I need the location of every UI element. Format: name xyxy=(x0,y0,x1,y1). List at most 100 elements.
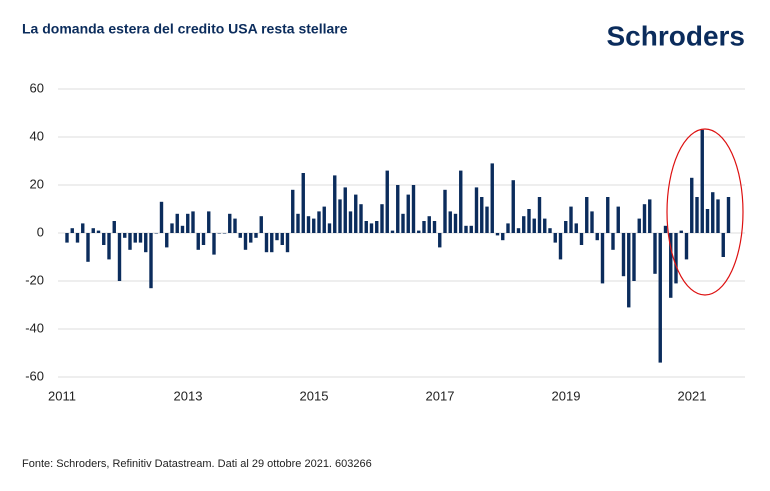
bar xyxy=(721,233,725,257)
bar xyxy=(600,233,605,284)
bar xyxy=(406,194,410,233)
bar xyxy=(275,233,279,241)
bar xyxy=(144,233,148,253)
bar xyxy=(422,221,426,233)
bar xyxy=(165,233,169,248)
bar xyxy=(117,233,122,281)
bar xyxy=(548,228,552,233)
bar xyxy=(516,228,521,233)
bar xyxy=(343,187,347,233)
bar xyxy=(191,211,195,233)
bar xyxy=(532,218,536,233)
bar xyxy=(285,233,290,253)
bar xyxy=(238,233,242,238)
x-tick-label: 2021 xyxy=(678,388,707,403)
x-tick-label: 2019 xyxy=(552,388,581,403)
bar xyxy=(233,218,237,233)
bar xyxy=(107,233,111,260)
bar xyxy=(595,233,599,241)
bar xyxy=(133,233,137,243)
bar xyxy=(642,204,647,233)
chart-title: La domanda estera del credito USA resta … xyxy=(22,21,348,37)
bar xyxy=(401,213,405,233)
bar xyxy=(522,216,526,233)
bar xyxy=(228,213,232,233)
bar xyxy=(243,233,248,250)
bar xyxy=(128,233,132,250)
bar xyxy=(217,233,221,234)
bar xyxy=(453,213,458,233)
y-tick-label: -20 xyxy=(25,272,44,287)
bar xyxy=(558,233,563,260)
bar xyxy=(711,192,715,233)
bar xyxy=(364,221,368,233)
x-tick-label: 2017 xyxy=(426,388,455,403)
bar xyxy=(537,197,542,233)
y-tick-label: 60 xyxy=(30,80,44,95)
bar xyxy=(259,216,263,233)
bar xyxy=(81,223,85,233)
bar xyxy=(264,233,269,253)
bar xyxy=(186,213,190,233)
bar xyxy=(606,197,610,233)
bar xyxy=(695,197,699,233)
bar xyxy=(170,223,174,233)
bar xyxy=(154,233,158,234)
bar xyxy=(390,230,395,233)
bar xyxy=(443,189,447,233)
bar xyxy=(375,221,379,233)
bar xyxy=(648,199,652,233)
bar xyxy=(359,204,363,233)
bar xyxy=(700,129,704,233)
bar xyxy=(716,199,720,233)
bar xyxy=(385,170,389,233)
bar xyxy=(653,233,657,274)
bar xyxy=(438,233,442,248)
bar xyxy=(469,225,473,233)
source-note: Fonte: Schroders, Refinitiv Datastream. … xyxy=(22,458,372,470)
bar xyxy=(459,170,463,233)
bar xyxy=(616,206,620,233)
bar xyxy=(511,180,515,233)
bar xyxy=(543,218,547,233)
bar xyxy=(564,221,568,233)
bar xyxy=(621,233,626,277)
bar xyxy=(222,233,227,234)
bar xyxy=(684,233,689,260)
bar xyxy=(196,233,200,250)
bar xyxy=(690,177,694,233)
bar xyxy=(175,213,179,233)
bar xyxy=(585,197,589,233)
bar xyxy=(679,230,683,233)
y-tick-label: 20 xyxy=(30,176,44,191)
bar xyxy=(611,233,615,250)
bar xyxy=(474,187,479,233)
bar xyxy=(327,223,332,233)
bar xyxy=(579,233,584,245)
bar xyxy=(411,185,416,233)
bar xyxy=(527,209,531,233)
y-tick-label: 40 xyxy=(30,128,44,143)
bar xyxy=(432,221,437,233)
bar xyxy=(417,230,421,233)
y-tick-label: -40 xyxy=(25,320,44,335)
bar xyxy=(380,204,384,233)
bar xyxy=(705,209,710,233)
bar xyxy=(338,199,342,233)
bar xyxy=(464,225,468,233)
bar xyxy=(490,163,494,233)
bar xyxy=(322,206,326,233)
bar xyxy=(448,211,452,233)
bar xyxy=(91,228,95,233)
bar xyxy=(396,185,400,233)
bar xyxy=(159,201,164,233)
bar xyxy=(280,233,284,245)
bar xyxy=(149,233,153,289)
bar xyxy=(663,225,668,233)
bar xyxy=(270,233,274,253)
bar xyxy=(369,223,374,233)
bar xyxy=(70,228,74,233)
bar xyxy=(301,173,305,233)
bar xyxy=(569,206,573,233)
